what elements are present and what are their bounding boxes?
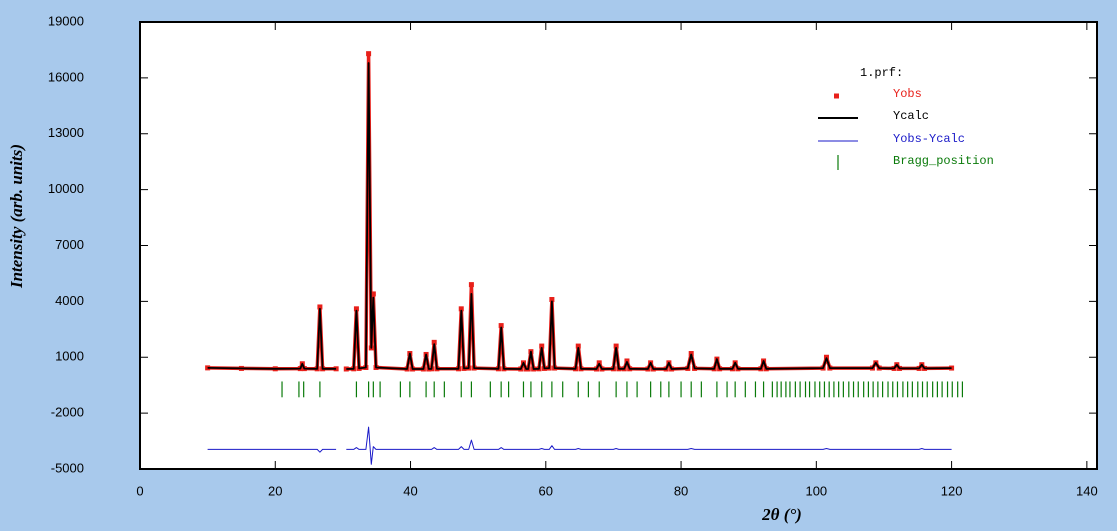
obs-point (431, 339, 437, 345)
y-tick-label: 7000 (55, 237, 84, 252)
obs-point (458, 306, 464, 312)
plot-area (139, 21, 1098, 470)
x-tick-label: 0 (136, 483, 143, 498)
series-line (207, 448, 337, 453)
y-tick-label: 1000 (55, 349, 84, 364)
obs-point (468, 282, 474, 288)
obs-point (575, 343, 581, 349)
x-tick-label: 100 (805, 483, 827, 498)
x-tick-label: 140 (1076, 483, 1098, 498)
obs-point (539, 343, 545, 349)
y-tick-label: 13000 (48, 125, 84, 140)
legend-title: 1.prf: (860, 66, 903, 80)
obs-point (613, 343, 619, 349)
obs-point (317, 304, 323, 310)
x-tick-label: 60 (539, 483, 553, 498)
obs-point (370, 291, 376, 297)
x-tick-label: 120 (941, 483, 963, 498)
obs-point (823, 354, 829, 360)
x-tick-label: 40 (403, 483, 417, 498)
obs-point (624, 358, 630, 364)
obs-point (596, 360, 602, 366)
obs-point (353, 306, 359, 312)
y-tick-label: -5000 (51, 460, 84, 475)
legend-label: Bragg_position (893, 154, 994, 168)
y-axis-label: Intensity (arb. units) (7, 144, 26, 289)
x-axis-label: 2θ (°) (761, 505, 802, 524)
legend-marker (834, 93, 839, 99)
series-line (346, 62, 952, 370)
obs-point (333, 366, 339, 372)
y-tick-label: 10000 (48, 181, 84, 196)
obs-point (366, 51, 372, 57)
obs-point (343, 366, 349, 372)
obs-point (549, 297, 555, 303)
y-tick-label: -2000 (51, 405, 84, 420)
x-tick-label: 80 (674, 483, 688, 498)
legend-label: Yobs-Ycalc (893, 132, 965, 146)
series-line (207, 307, 337, 370)
legend-label: Ycalc (893, 109, 929, 123)
y-tick-label: 16000 (48, 69, 84, 84)
x-tick-label: 20 (268, 483, 282, 498)
y-tick-label: 4000 (55, 293, 84, 308)
obs-point (688, 351, 694, 357)
y-tick-label: 19000 (48, 13, 84, 28)
legend-label: Yobs (893, 87, 922, 101)
series-line (346, 426, 952, 465)
obs-point (498, 323, 504, 329)
